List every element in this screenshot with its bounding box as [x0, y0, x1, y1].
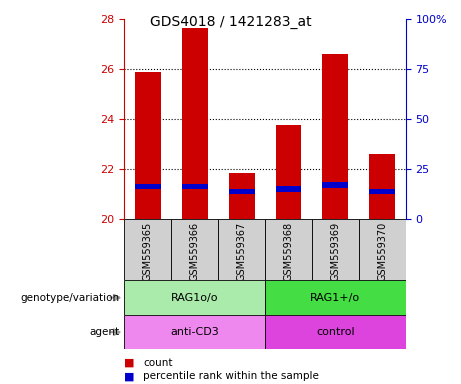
Text: GSM559370: GSM559370 [377, 222, 387, 281]
Text: ■: ■ [124, 358, 135, 368]
Text: GSM559366: GSM559366 [190, 222, 200, 281]
Text: GDS4018 / 1421283_at: GDS4018 / 1421283_at [150, 15, 311, 29]
Bar [276, 125, 301, 219]
Bar [323, 182, 348, 188]
Bar [124, 315, 265, 349]
Bar [135, 184, 161, 189]
Text: ■: ■ [124, 371, 135, 381]
Bar [229, 173, 254, 219]
Text: percentile rank within the sample: percentile rank within the sample [143, 371, 319, 381]
Bar [229, 189, 254, 194]
Bar [265, 280, 406, 315]
Bar [182, 28, 207, 219]
Bar [124, 280, 265, 315]
Text: GSM559368: GSM559368 [284, 222, 294, 281]
Bar [171, 219, 218, 280]
Bar [276, 186, 301, 192]
Bar [182, 184, 207, 189]
Text: RAG1o/o: RAG1o/o [171, 293, 219, 303]
Bar [218, 219, 265, 280]
Bar [135, 72, 161, 219]
Text: count: count [143, 358, 172, 368]
Bar [312, 219, 359, 280]
Text: GSM559369: GSM559369 [331, 222, 340, 281]
Text: agent: agent [90, 327, 120, 337]
Text: genotype/variation: genotype/variation [21, 293, 120, 303]
Bar [359, 219, 406, 280]
Bar [265, 219, 312, 280]
Text: GSM559365: GSM559365 [143, 222, 153, 281]
Bar [323, 54, 348, 219]
Text: GSM559367: GSM559367 [236, 222, 247, 281]
Bar [369, 154, 395, 219]
Bar [265, 315, 406, 349]
Text: RAG1+/o: RAG1+/o [310, 293, 361, 303]
Bar [124, 219, 171, 280]
Bar [369, 189, 395, 194]
Text: control: control [316, 327, 355, 337]
Text: anti-CD3: anti-CD3 [171, 327, 219, 337]
